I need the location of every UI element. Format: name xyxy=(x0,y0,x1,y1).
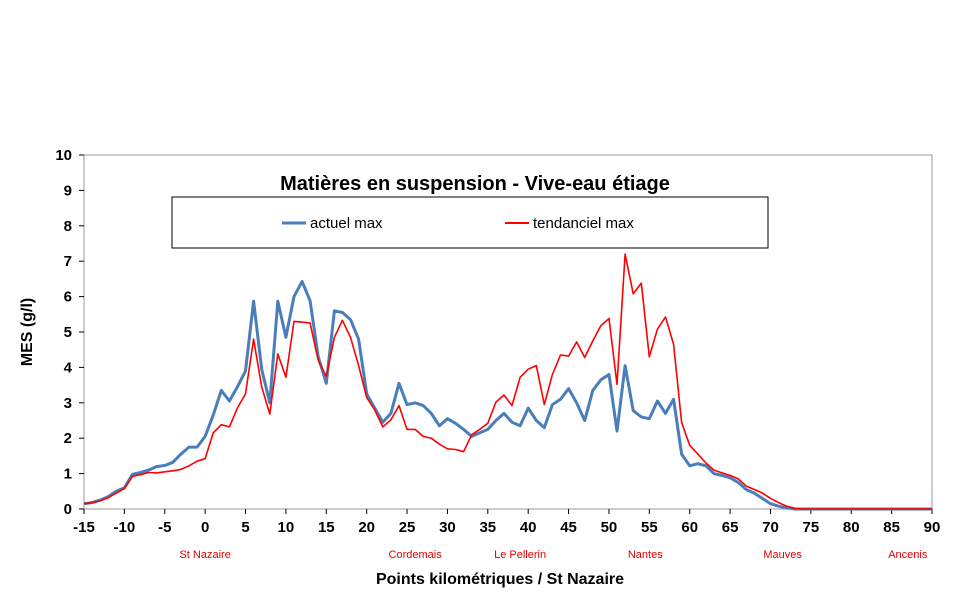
y-tick-label: 5 xyxy=(64,324,72,341)
legend-label-tendanciel-max: tendanciel max xyxy=(533,215,634,232)
y-tick-label: 0 xyxy=(64,501,72,518)
x-tick-label: 50 xyxy=(601,519,618,536)
x-tick-label: 75 xyxy=(803,519,820,536)
y-tick-label: 4 xyxy=(64,359,73,376)
x-tick-label: 25 xyxy=(399,519,416,536)
y-tick-label: 1 xyxy=(64,466,72,483)
y-tick-label: 7 xyxy=(64,253,72,270)
x-tick-label: 60 xyxy=(681,519,698,536)
x-axis: -15 -10 -5 0 5 10 15 20 25 30 35 40 45 50 55 60 65 70 75 80… xyxy=(73,509,940,536)
place-label: Nantes xyxy=(628,549,663,561)
y-tick-label: 8 xyxy=(64,218,72,235)
place-label: Cordemais xyxy=(389,549,443,561)
y-tick-label: 3 xyxy=(64,395,72,412)
place-label: Le Pellerin xyxy=(494,549,546,561)
legend-label-actuel-max: actuel max xyxy=(310,215,383,232)
x-tick-label: 30 xyxy=(439,519,456,536)
place-label: Ancenis xyxy=(888,549,928,561)
x-tick-label: 5 xyxy=(241,519,249,536)
y-tick-label: 2 xyxy=(64,430,72,447)
x-tick-label: 80 xyxy=(843,519,860,536)
x-tick-label: 45 xyxy=(560,519,577,536)
y-tick-label: 6 xyxy=(64,289,72,306)
legend: actuel max tendanciel max xyxy=(171,196,769,249)
x-tick-label: -10 xyxy=(114,519,136,536)
x-tick-label: -5 xyxy=(158,519,171,536)
x-tick-label: 10 xyxy=(278,519,295,536)
y-axis: 0 1 2 3 4 5 6 7 8 9 10 xyxy=(55,147,84,518)
x-tick-label: 40 xyxy=(520,519,537,536)
chart-title: Matières en suspension - Vive-eau étiage xyxy=(280,173,670,195)
x-tick-label: 90 xyxy=(924,519,941,536)
y-tick-label: 9 xyxy=(64,182,72,199)
x-tick-label: 0 xyxy=(201,519,209,536)
series-layer xyxy=(83,253,932,511)
legend-box xyxy=(171,196,769,249)
series-line-tendanciel-max xyxy=(83,253,932,510)
x-tick-label: 35 xyxy=(479,519,496,536)
x-tick-label: 85 xyxy=(883,519,900,536)
x-tick-label: 65 xyxy=(722,519,739,536)
y-axis-title: MES (g/l) xyxy=(19,298,36,366)
x-tick-label: 55 xyxy=(641,519,658,536)
series-line-actuel-max xyxy=(83,279,932,511)
x-tick-label: 70 xyxy=(762,519,779,536)
x-tick-label: 20 xyxy=(358,519,375,536)
x-tick-label: -15 xyxy=(73,519,95,536)
x-tick-label: 15 xyxy=(318,519,335,536)
place-labels: St Nazaire Cordemais Le Pellerin Nantes Mauv… xyxy=(179,549,927,561)
place-label: St Nazaire xyxy=(179,549,230,561)
y-tick-label: 10 xyxy=(55,147,72,164)
place-label: Mauves xyxy=(763,549,802,561)
x-axis-title: Points kilométriques / St Nazaire xyxy=(376,571,624,588)
